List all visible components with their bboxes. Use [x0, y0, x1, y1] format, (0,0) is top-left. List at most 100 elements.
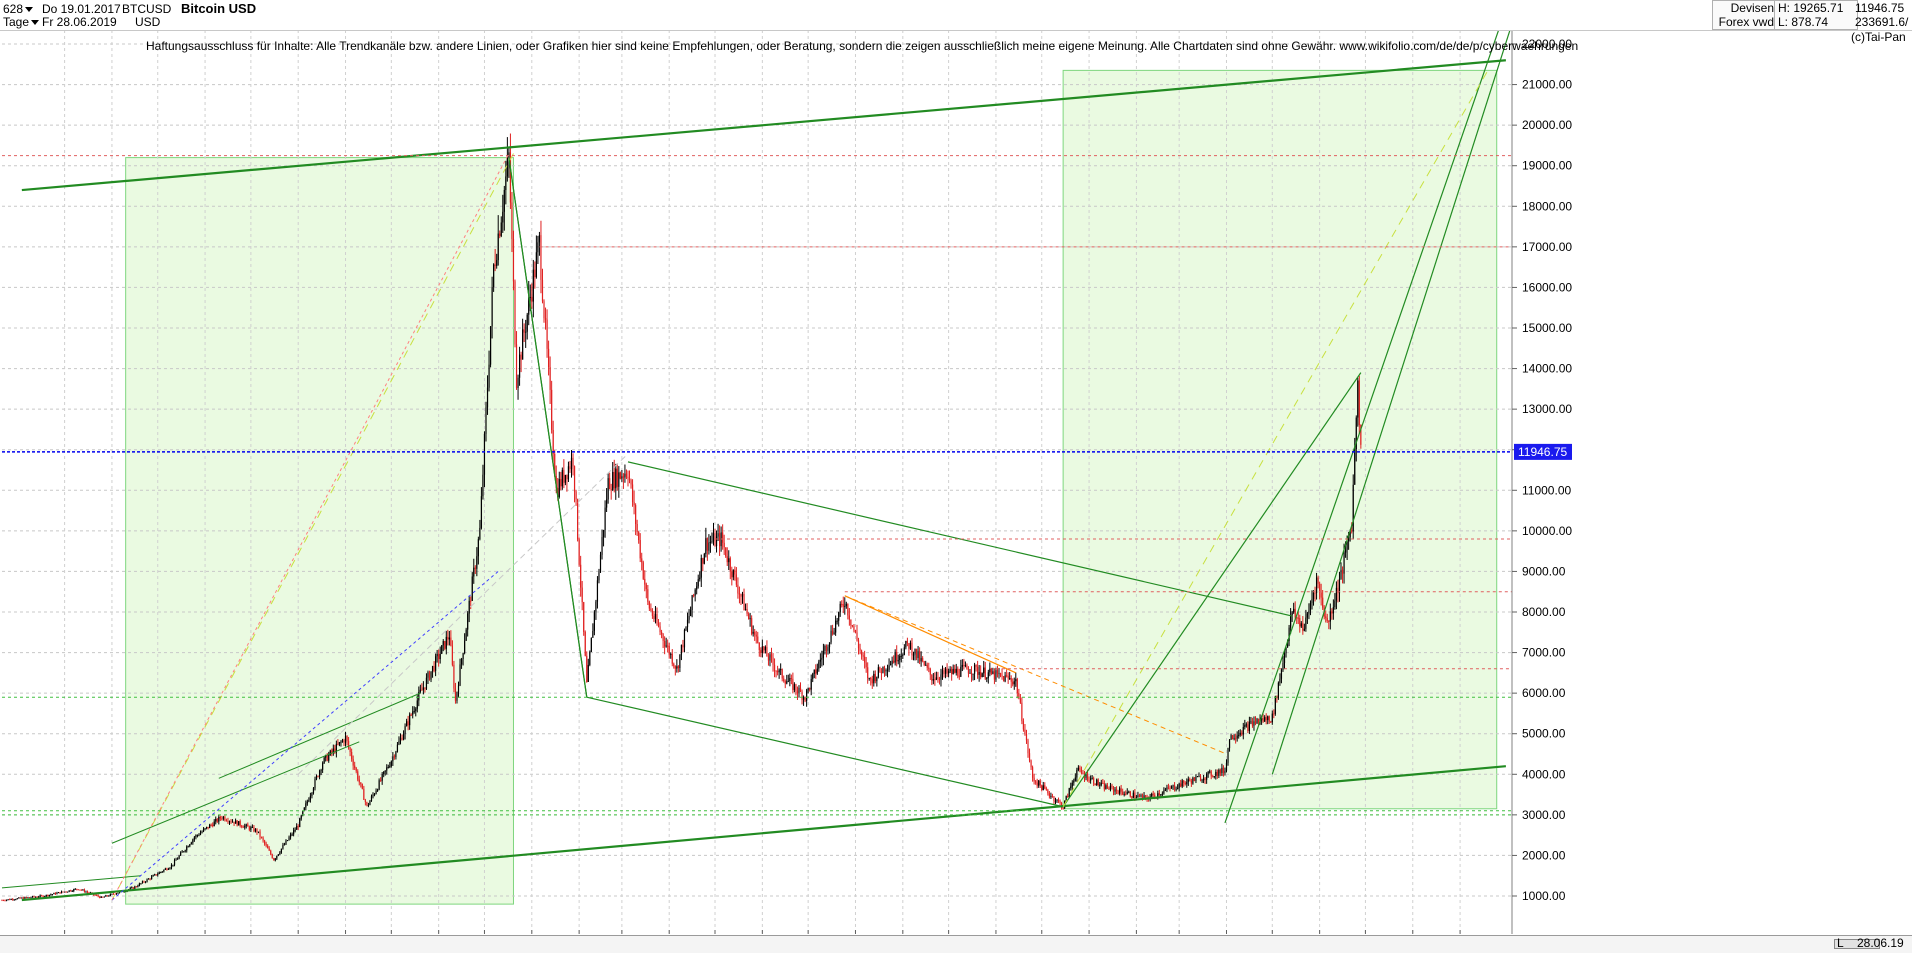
copyright: (c)Tai-Pan: [1851, 30, 1906, 44]
candle-body: [1038, 780, 1040, 786]
candle-body: [903, 647, 905, 655]
candle-body: [656, 613, 658, 624]
candle-body: [77, 889, 79, 891]
candle-body: [273, 858, 275, 861]
candle-body: [401, 737, 403, 740]
period-selector[interactable]: Tage: [3, 15, 41, 29]
candle-body: [228, 821, 231, 823]
candle-body: [783, 678, 785, 682]
candle-body: [925, 664, 927, 666]
candle-body: [893, 660, 895, 663]
date-to: Fr 28.06.2019: [42, 15, 117, 29]
candle-body: [28, 897, 31, 899]
candle-body: [546, 319, 548, 349]
candle-body: [395, 751, 397, 758]
candle-body: [729, 558, 731, 572]
candle-body: [667, 645, 669, 647]
candle-body: [479, 527, 481, 540]
candle-body: [427, 672, 429, 678]
candle-body: [445, 636, 447, 649]
candle-body: [929, 668, 931, 675]
candle-body: [670, 653, 672, 655]
candle-body: [874, 673, 876, 682]
candle-body: [1315, 577, 1318, 594]
candle-body: [877, 667, 879, 677]
candle-body: [1177, 787, 1179, 789]
time-scrollbar[interactable]: [0, 935, 1912, 953]
candle-body: [1143, 795, 1145, 799]
candle-body: [1340, 569, 1342, 579]
candle-body: [983, 667, 985, 674]
candle-body: [499, 233, 501, 236]
candle-body: [610, 489, 612, 491]
candle-body: [529, 296, 531, 298]
candle-body: [731, 571, 733, 578]
candle-body: [1257, 718, 1260, 723]
candle-body: [512, 238, 515, 282]
candle-body: [958, 675, 960, 677]
candle-body: [63, 891, 66, 893]
candle-body: [13, 899, 15, 901]
candle-body: [1131, 796, 1133, 798]
candle-body: [770, 654, 773, 658]
candle-body: [518, 354, 521, 378]
candle-body: [398, 741, 400, 745]
candle-body: [38, 896, 40, 898]
candle-body: [535, 252, 537, 278]
parabolic-2: [1224, 0, 1510, 824]
candle-body: [961, 664, 963, 667]
candle-body: [885, 670, 887, 672]
candle-body: [1344, 549, 1347, 553]
candle-body: [297, 826, 299, 828]
candle-body: [1140, 795, 1142, 797]
candle-body: [486, 387, 489, 408]
scroll-thumb[interactable]: [1834, 939, 1880, 949]
candle-body: [1212, 776, 1214, 778]
candle-body: [856, 632, 858, 641]
candle-body: [1002, 676, 1005, 682]
candle-body: [635, 505, 637, 525]
candle-body: [839, 603, 841, 613]
candle-body: [902, 654, 904, 656]
candle-body: [1025, 734, 1028, 741]
candle-body: [1320, 592, 1322, 598]
candle-body: [1100, 782, 1102, 785]
candle-body: [331, 750, 333, 753]
candle-body: [233, 821, 235, 824]
candle-body: [376, 789, 379, 791]
candle-body: [540, 235, 542, 280]
early-channel: [1, 875, 141, 889]
candle-body: [1222, 767, 1225, 773]
candle-body: [1001, 675, 1003, 677]
candle-body: [508, 152, 510, 158]
candle-body: [1068, 788, 1070, 797]
candle-body: [1050, 796, 1052, 798]
candle-body: [1160, 794, 1162, 796]
candle-body: [56, 892, 58, 895]
orange-dashed: [844, 595, 1227, 755]
candle-body: [164, 868, 166, 870]
candle-body: [520, 354, 522, 360]
candle-body: [732, 569, 734, 578]
candle-body: [1296, 617, 1298, 619]
candle-body: [131, 887, 133, 889]
candle-body: [421, 689, 423, 691]
candle-body: [992, 671, 994, 674]
candle-body: [82, 889, 84, 891]
candle-body: [260, 837, 263, 839]
ticker-count-selector[interactable]: 628: [3, 2, 35, 16]
candle-body: [65, 891, 67, 893]
y-tick-label: 18000.00: [1522, 199, 1572, 213]
candle-body: [778, 669, 780, 673]
candle-body: [923, 660, 925, 665]
candle-body: [1218, 769, 1220, 776]
candle-body: [711, 541, 713, 543]
candle-body: [601, 537, 603, 555]
candle-body: [691, 595, 693, 610]
candle-body: [773, 664, 776, 671]
candle-body: [393, 756, 395, 758]
candle-body: [827, 647, 829, 651]
candle-body: [180, 852, 182, 856]
candle-body: [1224, 770, 1226, 773]
candle-body: [97, 895, 99, 897]
